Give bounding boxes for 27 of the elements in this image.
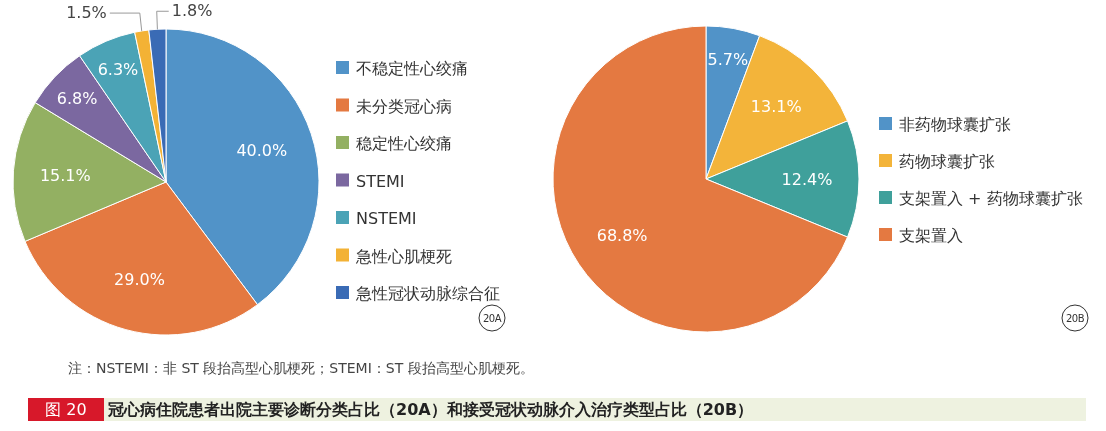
data-label: 1.5%: [66, 3, 107, 23]
legend-label: 不稳定性心绞痛: [356, 59, 468, 78]
data-label: 15.1%: [39, 165, 91, 185]
data-label: 13.1%: [750, 97, 802, 117]
legend-label: 未分类冠心病: [356, 96, 452, 116]
caption: 图 20: [45, 400, 87, 419]
data-label: 1.8%: [171, 1, 213, 21]
data-label: 12.4%: [781, 170, 833, 189]
text: 注：NSTEMI：非 ST 段抬高型心肌梗死；STEMI：ST 段抬高型心肌梗死。: [68, 360, 534, 376]
data-label: 6.8%: [56, 88, 98, 108]
legend-label: 药物球囊扩张: [899, 152, 995, 171]
legend-label: 支架置入 + 药物球囊扩张: [899, 189, 1083, 208]
data-label: 68.8%: [596, 226, 648, 246]
data-label: 5.7%: [707, 49, 749, 69]
text: 冠心病住院患者出院主要诊断分类占比（20A）和接受冠状动脉介入治疗类型占比（20B）: [107, 400, 754, 419]
legend-label: 急性冠状动脉综合征: [355, 284, 500, 303]
data-label: 6.3%: [97, 60, 139, 80]
text: 20B: [1065, 313, 1085, 324]
legend-label: 急性心肌梗死: [355, 246, 452, 266]
data-label: 40.0%: [236, 141, 288, 161]
text: 20A: [482, 313, 502, 324]
legend-label: NSTEMI: [356, 209, 417, 228]
data-label: 29.0%: [114, 270, 165, 290]
legend-label: 支架置入: [899, 226, 963, 245]
legend-label: 稳定性心绞痛: [356, 134, 452, 153]
legend-label: STEMI: [356, 171, 405, 191]
legend-label: 非药物球囊扩张: [899, 115, 1011, 134]
